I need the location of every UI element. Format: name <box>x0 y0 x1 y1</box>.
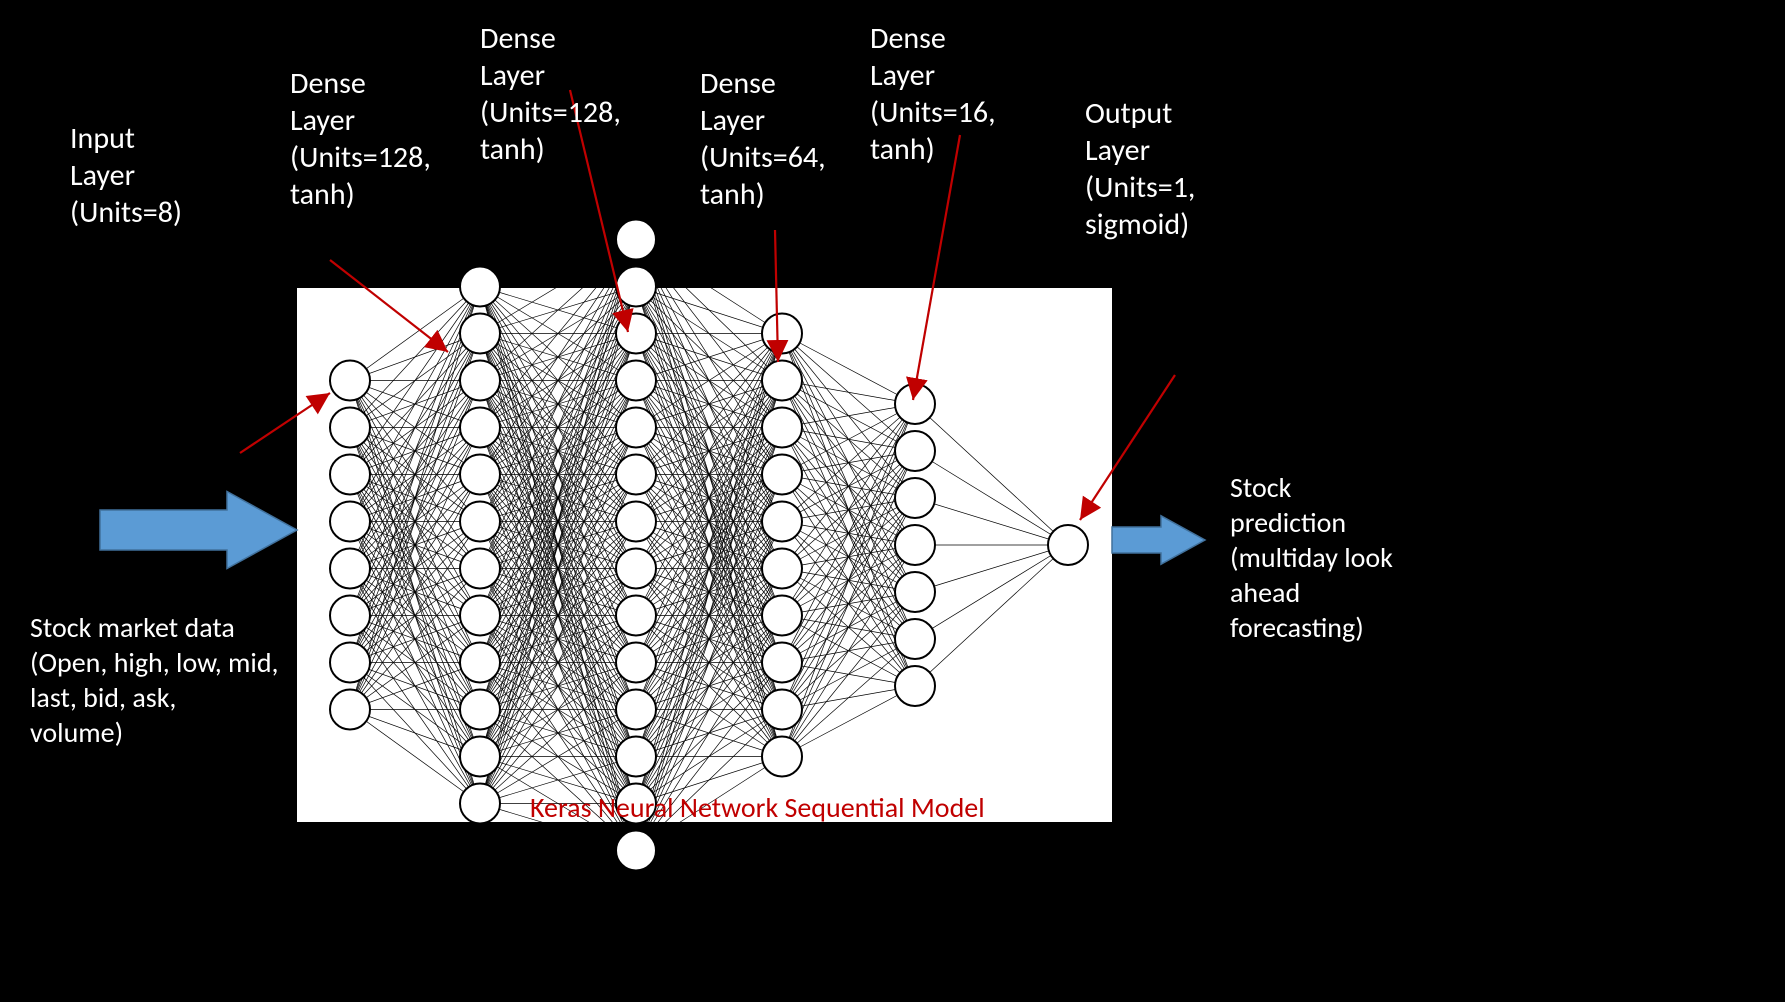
input-data-label: Stock market data (Open, high, low, mid,… <box>30 610 279 750</box>
block-arrow <box>100 492 297 569</box>
footer-caption: Keras Neural Network Sequential Model <box>530 790 985 825</box>
nn-edge <box>480 240 636 287</box>
block-arrow <box>1112 516 1205 564</box>
output-data-label: Stock prediction (multiday look ahead fo… <box>1230 470 1393 645</box>
nn-container <box>297 288 1112 822</box>
layer-label-input: Input Layer (Units=8) <box>70 120 182 231</box>
nn-node <box>616 220 656 260</box>
layer-label-dense1: Dense Layer (Units=128, tanh) <box>290 65 431 213</box>
layer-label-dense4: Dense Layer (Units=16, tanh) <box>870 20 996 168</box>
nn-node <box>616 831 656 871</box>
layer-label-output: Output Layer (Units=1, sigmoid) <box>1085 95 1195 243</box>
layer-label-dense2: Dense Layer (Units=128, tanh) <box>480 20 621 168</box>
layer-label-dense3: Dense Layer (Units=64, tanh) <box>700 65 826 213</box>
